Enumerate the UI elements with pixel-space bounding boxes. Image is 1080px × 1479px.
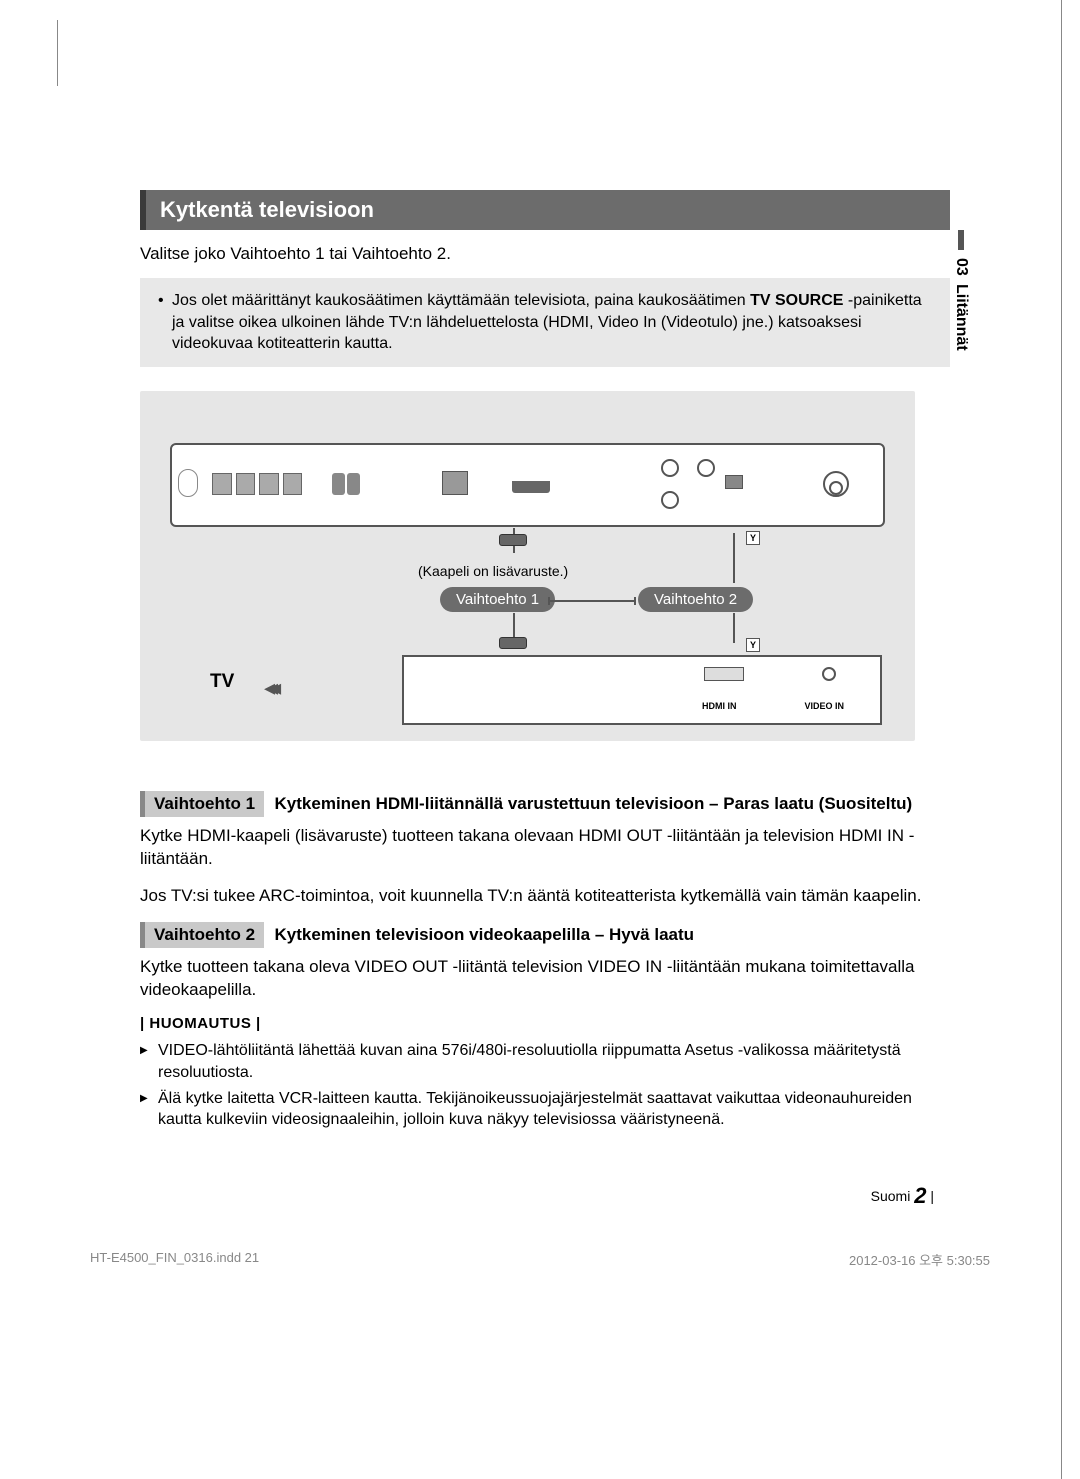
fan-vent-icon [823,471,849,497]
print-job-footer: HT-E4500_FIN_0316.indd 21 2012-03-16 오후 … [90,1250,990,1269]
footer-page-number: 2 [914,1183,926,1208]
option1-badge: Vaihtoehto 1 [140,791,264,817]
option2-title: Kytkeminen televisioon videokaapelilla –… [275,925,695,944]
footer-language: Suomi [871,1188,911,1204]
intro-text: Valitse joko Vaihtoehto 1 tai Vaihtoehto… [140,244,950,264]
tv-hdmi-in-port-icon [704,667,744,681]
notice-heading: | HUOMAUTUS | [140,1015,950,1032]
notice-item: Älä kytke laitetta VCR-laitteen kautta. … [140,1088,950,1131]
tv-device: TV ◂◂◂ HDMI IN VIDEO IN [402,655,882,725]
option1-para1: Kytke HDMI-kaapeli (lisävaruste) tuottee… [140,825,950,871]
hdmi-plug-icon [499,534,527,546]
video-y-badge: Y [746,531,760,545]
notice-item: VIDEO-lähtöliitäntä lähettää kuvan aina … [140,1040,950,1083]
speaker-terminals-icon [653,455,743,513]
chapter-number: 03 [952,258,970,276]
tv-video-in-label: VIDEO IN [804,701,844,711]
footer-separator: | [930,1188,934,1204]
option2-badge: Vaihtoehto 2 [140,922,264,948]
option1-para2: Jos TV:si tukee ARC-toimintoa, voit kuun… [140,885,950,908]
option2-pill: Vaihtoehto 2 [638,587,753,612]
intro-note-bold: TV SOURCE [750,292,843,309]
option1-heading-row: Vaihtoehto 1 Kytkeminen HDMI-liitännällä… [140,791,950,817]
option1-pill: Vaihtoehto 1 [440,587,555,612]
tv-arrows-icon: ◂◂◂ [264,675,273,701]
chapter-title: Liitännät [952,284,970,351]
option2-para1: Kytke tuotteen takana oleva VIDEO OUT -l… [140,956,950,1002]
video-y-badge: Y [746,638,760,652]
hdmi-out-port-icon [512,481,550,493]
hdmi-plug-icon [499,637,527,649]
antenna-port-icon [178,469,198,497]
option-link-line [548,600,636,602]
print-timestamp: 2012-03-16 오후 5:30:55 [849,1250,990,1269]
tv-hdmi-in-label: HDMI IN [702,701,737,711]
side-tab-accent [958,230,964,250]
section-header: Kytkentä televisioon [140,190,950,230]
option1-title: Kytkeminen HDMI-liitännällä varustettuun… [275,794,913,813]
intro-note-box: Jos olet määrittänyt kaukosäätimen käytt… [140,278,950,367]
home-theater-device [170,443,885,527]
intro-note-pre: Jos olet määrittänyt kaukosäätimen käytt… [172,292,750,309]
video-cable-line [733,613,735,643]
rear-ports-group2 [332,473,360,495]
rear-ports-group1 [212,473,302,495]
option2-heading-row: Vaihtoehto 2 Kytkeminen televisioon vide… [140,922,950,948]
video-cable-line [733,533,735,583]
page-footer: Suomi 2 | [871,1183,934,1209]
intro-note-item: Jos olet määrittänyt kaukosäätimen käytt… [158,290,932,355]
chapter-side-tab: 03 Liitännät [952,230,970,350]
page-content: 03 Liitännät Kytkentä televisioon Valits… [0,0,1080,1195]
print-file-name: HT-E4500_FIN_0316.indd 21 [90,1250,259,1269]
tv-video-in-port-icon [822,667,836,681]
cable-optional-note: (Kaapeli on lisävaruste.) [418,563,568,579]
hdmi-cable-line [513,613,515,637]
lan-port-icon [442,471,468,495]
tv-label: TV [210,671,234,693]
notice-list: VIDEO-lähtöliitäntä lähettää kuvan aina … [140,1040,950,1130]
connection-diagram: (Kaapeli on lisävaruste.) Y Y Vaihtoehto… [140,391,915,741]
